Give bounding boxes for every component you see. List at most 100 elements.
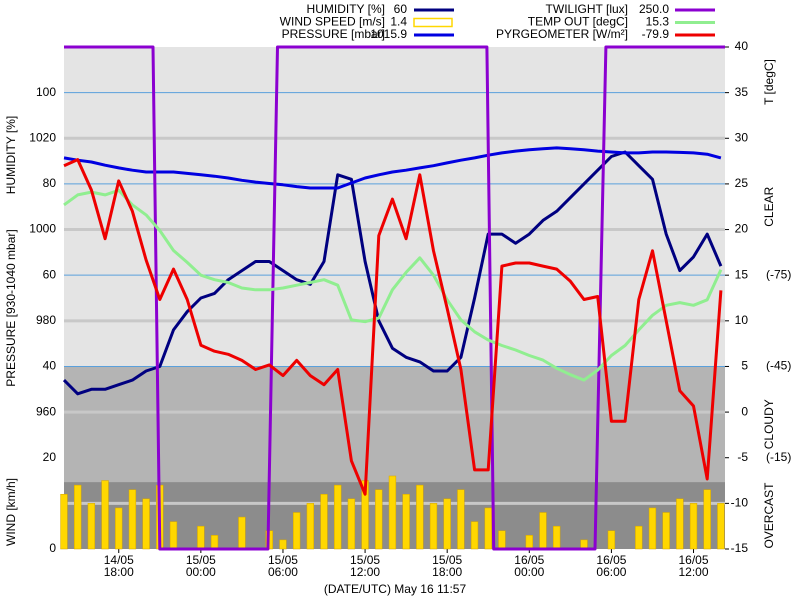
wind-bar — [717, 503, 725, 550]
pyrgeometer-tick-label: (-75) — [766, 267, 791, 281]
sky-label: CLOUDY — [762, 399, 776, 449]
wind-bar — [101, 480, 109, 550]
x-tick-date: 15/05 — [350, 553, 380, 567]
temp-axis-label: T [degC] — [762, 59, 776, 105]
wind-bar — [320, 493, 328, 550]
wind-bar — [607, 530, 616, 550]
wind-bar — [115, 507, 123, 550]
wind-bar — [238, 516, 246, 550]
x-tick-date: 15/05 — [186, 553, 216, 567]
legend-label: WIND SPEED [m/s] — [280, 15, 385, 29]
x-axis-label: (DATE/UTC) May 16 11:57 — [324, 582, 467, 596]
temp-tick-label: 5 — [741, 359, 748, 373]
x-tick-time: 00:00 — [514, 565, 544, 579]
x-tick-time: 12:00 — [350, 565, 380, 579]
temp-tick-label: -15 — [731, 541, 749, 555]
x-tick-time: 18:00 — [432, 565, 462, 579]
wind-bar — [388, 475, 397, 550]
series-line — [64, 45, 725, 551]
temp-tick-label: -10 — [731, 496, 749, 510]
wind-tick-label: 0 — [49, 541, 56, 555]
legend-value: 250.0 — [639, 2, 669, 16]
legend-label: PRESSURE [mbar] — [282, 27, 385, 41]
wind-bar — [429, 503, 438, 550]
temp-tick-label: 35 — [735, 85, 749, 99]
temp-tick-label: 30 — [735, 130, 749, 144]
wind-bar — [539, 512, 547, 550]
humidity-tick-label: 60 — [43, 267, 57, 281]
wind-bar — [128, 489, 137, 550]
x-tick-time: 00:00 — [186, 565, 216, 579]
wind-bar — [347, 498, 356, 550]
x-tick-time: 18:00 — [104, 565, 134, 579]
pyrgeometer-tick-label: (-15) — [766, 450, 791, 464]
series-line — [63, 146, 722, 190]
sky-label: CLEAR — [762, 186, 776, 226]
wind-bar — [689, 503, 698, 550]
sky-label: OVERCAST — [762, 482, 776, 549]
x-tick-date: 16/05 — [596, 553, 626, 567]
series-line — [63, 158, 723, 496]
humidity-tick-label: 100 — [36, 85, 56, 99]
legend-value: 60 — [394, 2, 408, 16]
x-tick-date: 16/05 — [679, 553, 709, 567]
temp-tick-label: 20 — [735, 222, 749, 236]
wind-bar — [443, 498, 451, 550]
wind-bar — [402, 493, 410, 550]
wind-bar — [552, 525, 561, 550]
legend-value: 1.4 — [390, 15, 407, 29]
humidity-axis-label: HUMIDITY [%] — [4, 116, 18, 194]
wind-bar — [87, 503, 96, 550]
humidity-tick-label: 80 — [43, 176, 57, 190]
x-tick-date: 15/05 — [268, 553, 298, 567]
wind-bar — [498, 530, 506, 550]
wind-axis-label: WIND [km/h] — [4, 478, 18, 546]
wind-bar — [142, 498, 150, 550]
pressure-tick-label: 960 — [36, 404, 56, 418]
legend-value: 1015.9 — [370, 27, 407, 41]
wind-bar — [703, 489, 711, 550]
legend-label: TEMP OUT [degC] — [528, 15, 628, 29]
x-tick-time: 06:00 — [268, 565, 298, 579]
wind-bar — [457, 489, 465, 550]
wind-bar — [74, 484, 82, 550]
wind-bar — [662, 512, 670, 550]
legend-value: 15.3 — [646, 15, 670, 29]
series-line — [63, 188, 723, 382]
wind-bar — [648, 507, 657, 550]
series-line — [62, 150, 723, 396]
wind-bar — [635, 525, 643, 550]
wind-bar — [676, 498, 684, 550]
wind-tick-label: 20 — [43, 450, 57, 464]
x-tick-date: 14/05 — [104, 553, 134, 567]
sky-band — [64, 366, 725, 483]
pressure-tick-label: 1020 — [29, 130, 56, 144]
wind-bar — [375, 489, 383, 550]
pressure-tick-label: 980 — [36, 313, 56, 327]
wind-bar — [210, 535, 219, 550]
temp-tick-label: 10 — [735, 313, 749, 327]
temp-tick-label: 40 — [735, 39, 749, 53]
wind-bar — [525, 535, 533, 550]
temp-tick-label: 0 — [741, 404, 748, 418]
temp-tick-label: 15 — [735, 267, 749, 281]
x-tick-date: 16/05 — [514, 553, 544, 567]
wind-bar — [169, 521, 178, 550]
legend-swatch — [413, 17, 453, 28]
humidity-tick-label: 40 — [43, 359, 57, 373]
wind-bar — [279, 539, 287, 550]
wind-bar — [484, 507, 492, 550]
wind-bar — [292, 512, 301, 550]
wind-bar — [334, 484, 342, 550]
x-tick-date: 15/05 — [432, 553, 462, 567]
legend-label: HUMIDITY [%] — [307, 2, 385, 16]
legend-value: -79.9 — [642, 27, 670, 41]
wind-bar — [60, 493, 68, 550]
temp-tick-label: 25 — [735, 176, 749, 190]
temp-tick-label: -5 — [737, 450, 748, 464]
pressure-axis-label: PRESSURE [930-1040 mbar] — [4, 229, 18, 386]
x-tick-time: 06:00 — [596, 565, 626, 579]
wind-bar — [306, 503, 315, 550]
pressure-tick-label: 1000 — [29, 222, 56, 236]
